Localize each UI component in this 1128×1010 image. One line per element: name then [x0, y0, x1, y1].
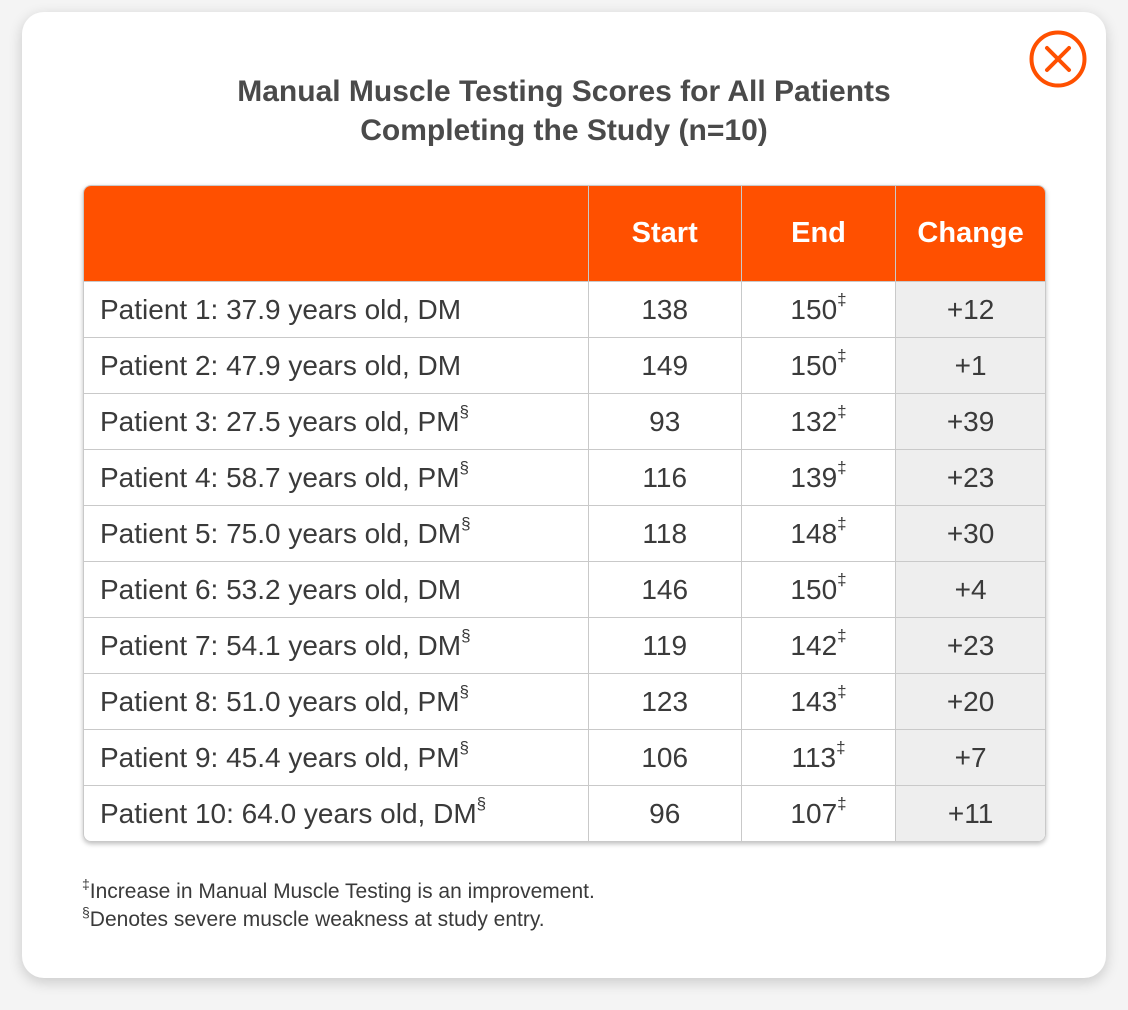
end-marker: ‡ [837, 514, 847, 534]
scores-table: Start End Change Patient 1: 37.9 years o… [84, 186, 1045, 841]
end-marker: ‡ [837, 626, 847, 646]
change-score: +30 [895, 505, 1045, 562]
end-score: 107‡ [740, 785, 896, 841]
change-score: +12 [895, 281, 1045, 338]
start-score: 93 [587, 393, 742, 450]
table-row: Patient 8: 51.0 years old, PM§ 123 143‡ … [84, 673, 1045, 730]
change-score: +11 [895, 785, 1045, 841]
footnote-improvement: ‡Increase in Manual Muscle Testing is an… [82, 876, 595, 903]
table-row: Patient 9: 45.4 years old, PM§ 106 113‡ … [84, 729, 1045, 786]
end-marker: ‡ [837, 402, 847, 422]
change-score: +39 [895, 393, 1045, 450]
severe-marker: § [459, 738, 469, 758]
modal-dialog: Manual Muscle Testing Scores for All Pat… [22, 12, 1106, 978]
change-score: +7 [895, 729, 1045, 786]
severe-marker: § [461, 514, 471, 534]
scores-table-container: Start End Change Patient 1: 37.9 years o… [83, 185, 1046, 842]
end-score: 142‡ [740, 617, 896, 674]
table-row: Patient 4: 58.7 years old, PM§ 116 139‡ … [84, 449, 1045, 506]
patient-label: Patient 8: 51.0 years old, PM§ [84, 673, 589, 730]
end-score: 143‡ [740, 673, 896, 730]
table-row: Patient 2: 47.9 years old, DM 149 150‡ +… [84, 337, 1045, 394]
patient-label: Patient 2: 47.9 years old, DM [84, 337, 589, 394]
header-end: End [740, 186, 896, 282]
end-score: 148‡ [740, 505, 896, 562]
start-score: 146 [587, 561, 742, 618]
footnotes: ‡Increase in Manual Muscle Testing is an… [82, 876, 595, 934]
start-score: 149 [587, 337, 742, 394]
change-score: +20 [895, 673, 1045, 730]
severe-marker: § [459, 402, 469, 422]
severe-marker: § [459, 458, 469, 478]
severe-marker: § [459, 682, 469, 702]
start-score: 106 [587, 729, 742, 786]
change-score: +23 [895, 449, 1045, 506]
severe-marker: § [461, 626, 471, 646]
end-marker: ‡ [837, 290, 847, 310]
start-score: 96 [587, 785, 742, 841]
end-marker: ‡ [837, 346, 847, 366]
end-score: 132‡ [740, 393, 896, 450]
end-marker: ‡ [837, 458, 847, 478]
table-row: Patient 10: 64.0 years old, DM§ 96 107‡ … [84, 785, 1045, 841]
patient-label: Patient 10: 64.0 years old, DM§ [84, 785, 589, 841]
patient-label: Patient 3: 27.5 years old, PM§ [84, 393, 589, 450]
table-row: Patient 5: 75.0 years old, DM§ 118 148‡ … [84, 505, 1045, 562]
end-score: 150‡ [740, 561, 896, 618]
start-score: 123 [587, 673, 742, 730]
start-score: 116 [587, 449, 742, 506]
patient-label: Patient 4: 58.7 years old, PM§ [84, 449, 589, 506]
header-change: Change [895, 186, 1045, 282]
header-start: Start [587, 186, 742, 282]
change-score: +23 [895, 617, 1045, 674]
title-line-1: Manual Muscle Testing Scores for All Pat… [237, 75, 891, 108]
change-score: +4 [895, 561, 1045, 618]
end-score: 150‡ [740, 281, 896, 338]
end-score: 113‡ [740, 729, 896, 786]
header-patient [84, 186, 589, 282]
end-score: 139‡ [740, 449, 896, 506]
table-header-row: Start End Change [84, 186, 1045, 282]
table-row: Patient 3: 27.5 years old, PM§ 93 132‡ +… [84, 393, 1045, 450]
change-score: +1 [895, 337, 1045, 394]
patient-label: Patient 6: 53.2 years old, DM [84, 561, 589, 618]
patient-label: Patient 1: 37.9 years old, DM [84, 281, 589, 338]
table-row: Patient 6: 53.2 years old, DM 146 150‡ +… [84, 561, 1045, 618]
end-marker: ‡ [837, 682, 847, 702]
close-circle-icon [1029, 30, 1087, 88]
close-button[interactable] [1029, 30, 1087, 88]
footnote-severe: §Denotes severe muscle weakness at study… [82, 904, 545, 931]
patient-label: Patient 7: 54.1 years old, DM§ [84, 617, 589, 674]
start-score: 138 [587, 281, 742, 338]
end-score: 150‡ [740, 337, 896, 394]
start-score: 118 [587, 505, 742, 562]
severe-marker: § [476, 794, 487, 814]
end-marker: ‡ [837, 570, 847, 590]
patient-label: Patient 9: 45.4 years old, PM§ [84, 729, 589, 786]
end-marker: ‡ [836, 738, 846, 758]
table-row: Patient 7: 54.1 years old, DM§ 119 142‡ … [84, 617, 1045, 674]
table-row: Patient 1: 37.9 years old, DM 138 150‡ +… [84, 281, 1045, 338]
start-score: 119 [587, 617, 742, 674]
modal-title: Manual Muscle Testing Scores for All Pat… [22, 72, 1106, 150]
title-line-2: Completing the Study (n=10) [360, 114, 768, 147]
patient-label: Patient 5: 75.0 years old, DM§ [84, 505, 589, 562]
end-marker: ‡ [837, 794, 847, 814]
